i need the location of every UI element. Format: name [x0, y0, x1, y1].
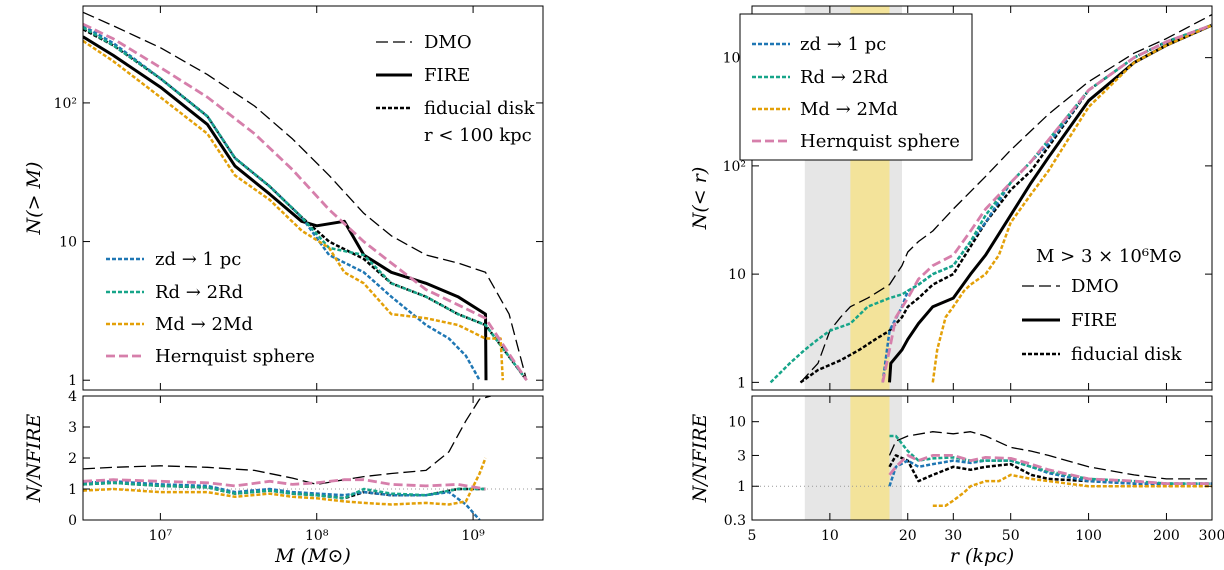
axes-frame-bottom-left: [82, 395, 544, 521]
series-bottom-left-Rd: [83, 481, 486, 500]
xtick-label-bottom-left-1: 10⁸: [305, 528, 329, 544]
legend-label-zd: zd → 1 pc: [155, 249, 241, 270]
legend-label-fiducial: fiducial disk: [424, 98, 536, 119]
legend-top-left-upper: DMO FIRE fiducial disk r < 100 kpc: [376, 32, 536, 146]
ylabel-top-right: N(< r): [689, 167, 711, 231]
series-layer: [83, 11, 1212, 520]
legend-label-fiducial: fiducial disk: [1071, 344, 1183, 365]
series-bottom-right-Md: [932, 473, 1212, 507]
legend-box: [739, 13, 973, 161]
series-top-right-Rd: [769, 23, 1212, 384]
series-top-left-Md: [83, 39, 505, 381]
series-top-left-FIRE: [83, 35, 488, 381]
legend-top-right-lower: M > 3 × 10⁶M⊙ DMO FIRE fiducial disk: [1022, 246, 1183, 365]
legend-top-left-lower: zd → 1 pc Rd → 2Rd Md → 2Md Hernquist sp…: [106, 249, 315, 367]
ytick-label-top-left-2: 10²: [54, 96, 77, 112]
xtick-label-bottom-left-2: 10⁹: [461, 528, 485, 544]
xtick-label-bottom-right-0: 5: [748, 528, 757, 544]
legend-label-hern: Hernquist sphere: [155, 346, 315, 367]
ytick-label-top-left-0: 1: [68, 373, 77, 389]
xtick-label-bottom-right-5: 100: [1075, 528, 1102, 544]
legend-top-right-upper: zd → 1 pc Rd → 2Rd Md → 2Md Hernquist sp…: [739, 13, 973, 161]
legend-label-fire: FIRE: [424, 65, 470, 86]
series-bottom-right-fiducial: [888, 454, 1212, 485]
ytick-label-bottom-right-0: 0.3: [724, 513, 746, 529]
series-top-right-FIRE: [888, 23, 1212, 383]
series-bottom-right-hern: [888, 453, 1212, 486]
legend-label-radius-cut: r < 100 kpc: [424, 125, 532, 146]
ytick-label-bottom-right-3: 10: [728, 415, 746, 431]
ytick-label-top-right-2: 10²: [723, 159, 746, 175]
xtick-label-bottom-right-6: 200: [1153, 528, 1180, 544]
series-top-right-DMO: [800, 14, 1212, 383]
series-top-left-Rd: [83, 26, 528, 381]
xtick-label-bottom-right-4: 50: [1002, 528, 1020, 544]
band-bottom-right-1: [850, 396, 890, 520]
legend-label-hern: Hernquist sphere: [800, 131, 960, 152]
ytick-label-bottom-left-2: 2: [68, 451, 77, 467]
ytick-label-bottom-right-2: 3: [737, 448, 746, 464]
series-bottom-right-DMO: [888, 431, 1212, 480]
legend-label-dmo: DMO: [424, 32, 472, 53]
ytick-label-bottom-right-1: 1: [737, 479, 746, 495]
legend-label-rd: Rd → 2Rd: [155, 282, 243, 303]
axes-frame-bottom-right: [751, 395, 1213, 521]
series-bottom-right-Rd: [889, 434, 1212, 485]
xtick-label-bottom-right-2: 20: [899, 528, 917, 544]
legend-label-md: Md → 2Md: [155, 314, 253, 335]
ytick-label-bottom-left-3: 3: [68, 420, 77, 436]
series-top-left-DMO: [83, 11, 528, 381]
series-top-right-hern: [881, 23, 1212, 383]
legend-label-zd: zd → 1 pc: [800, 34, 886, 55]
legend-label-rd: Rd → 2Rd: [800, 67, 888, 88]
series-top-right-Md: [931, 23, 1212, 383]
xtick-label-bottom-left-0: 10⁷: [149, 528, 173, 544]
legend-label-dmo: DMO: [1071, 276, 1119, 297]
reference-lines: [83, 485, 1212, 490]
xlabel-right: r (kpc): [950, 545, 1014, 567]
ytick-label-top-right-1: 10: [728, 267, 746, 283]
ylabel-bottom-right: N/NFIRE: [689, 414, 711, 504]
xtick-label-bottom-right-7: 300: [1199, 528, 1224, 544]
ytick-label-bottom-left-1: 1: [68, 482, 77, 498]
xlabel-left: M (M⊙): [274, 545, 351, 567]
series-bottom-left-DMO: [83, 396, 492, 486]
ylabel-top-left: N(> M): [23, 162, 45, 236]
legend-label-mass-cut: M > 3 × 10⁶M⊙: [1036, 246, 1183, 267]
series-bottom-left-hern: [83, 478, 486, 491]
legend-label-md: Md → 2Md: [800, 99, 898, 120]
series-bottom-right-zd: [888, 459, 1212, 487]
series-top-left-hern: [83, 22, 528, 381]
axes-frame-top-left: [82, 5, 544, 391]
ytick-label-bottom-left-0: 0: [68, 513, 77, 529]
ylabel-bottom-left: N/NFIRE: [23, 414, 45, 504]
legend-label-fire: FIRE: [1071, 310, 1117, 331]
axes-frame-top-right: [751, 5, 1213, 391]
xtick-label-bottom-right-1: 10: [821, 528, 839, 544]
series-bottom-left-Md: [83, 457, 487, 506]
ytick-label-bottom-left-4: 4: [68, 389, 77, 405]
series-bottom-left-zd: [83, 480, 481, 520]
xtick-label-bottom-right-3: 30: [944, 528, 962, 544]
ytick-label-top-right-0: 1: [737, 375, 746, 391]
ytick-label-top-left-1: 10: [59, 235, 77, 251]
